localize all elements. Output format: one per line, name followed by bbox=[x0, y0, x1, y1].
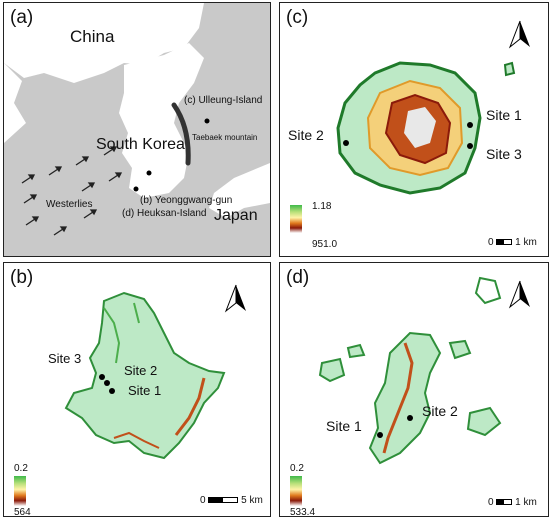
islet-east bbox=[466, 406, 502, 437]
elevation-legend: 1.18 951.0 bbox=[290, 199, 337, 250]
heuksan-marker bbox=[133, 186, 139, 192]
legend-min: 0.2 bbox=[290, 463, 304, 474]
taebaek-label: Taebaek mountain bbox=[192, 133, 258, 142]
panel-a-location-map: (a) China South Korea Japan (c) Ulleung-… bbox=[3, 2, 271, 257]
south-korea-label: South Korea bbox=[96, 136, 185, 153]
site3-label: Site 3 bbox=[48, 351, 82, 366]
westerlies-label: Westerlies bbox=[46, 199, 93, 210]
site1-label: Site 1 bbox=[326, 418, 362, 434]
panel-d-label: (d) bbox=[286, 267, 310, 288]
site1-marker bbox=[109, 388, 115, 394]
panel-b-yeonggwang-map: (b) Site 3 Site 2 Site 1 0.2 564 0 5 km bbox=[3, 262, 271, 517]
north-arrow-icon bbox=[508, 20, 530, 49]
japan-label: Japan bbox=[214, 207, 258, 224]
yeonggwang-ridge-south bbox=[113, 431, 160, 449]
korea-basemap bbox=[4, 3, 270, 236]
yeonggwang-ridge-east bbox=[174, 377, 206, 436]
yeonggwang-hills bbox=[103, 302, 140, 364]
scale-bar: 0 1 km bbox=[488, 237, 537, 248]
taebaek-mountain-line bbox=[171, 102, 191, 166]
china-landmass bbox=[4, 3, 204, 83]
legend-max: 533.4 bbox=[290, 507, 316, 517]
legend-max: 564 bbox=[14, 507, 31, 517]
north-arrow-icon bbox=[224, 284, 246, 313]
japan-landmass bbox=[209, 163, 270, 218]
scale-bar: 0 5 km bbox=[200, 495, 263, 506]
panel-b-label: (b) bbox=[10, 267, 34, 288]
legend-colorbar bbox=[290, 205, 302, 233]
wind-arrow-icon bbox=[21, 146, 123, 236]
yeonggwang-label: (b) Yeonggwang-gun bbox=[140, 195, 233, 206]
islet-northwest bbox=[346, 343, 366, 359]
china-label: China bbox=[70, 27, 115, 46]
yeonggwang-island-outline bbox=[64, 291, 226, 460]
site2-marker bbox=[343, 140, 349, 146]
panel-c-label: (c) bbox=[286, 7, 309, 28]
north-arrow-icon bbox=[508, 280, 530, 309]
yeonggwang-marker bbox=[146, 170, 152, 176]
scale-bar-graphic bbox=[208, 497, 239, 504]
ulleung-label: (c) Ulleung-Island bbox=[184, 95, 263, 106]
legend-colorbar bbox=[14, 476, 26, 506]
site2-label: Site 2 bbox=[422, 403, 458, 419]
site1-label: Site 1 bbox=[486, 107, 522, 123]
scale-bar-graphic bbox=[496, 499, 513, 506]
korea-landmass bbox=[119, 43, 204, 198]
site1-label: Site 1 bbox=[128, 383, 162, 398]
heuksan-relief bbox=[318, 276, 530, 465]
legend-colorbar bbox=[290, 476, 302, 506]
site3-label: Site 3 bbox=[486, 146, 522, 162]
small-islet bbox=[503, 61, 516, 77]
panel-c-ulleung-map: (c) Site 1 Site 2 Site 3 1.18 951.0 0 1 … bbox=[279, 2, 549, 257]
islet-topright bbox=[474, 276, 502, 305]
site2-label: Site 2 bbox=[288, 127, 324, 143]
islet-west bbox=[318, 357, 346, 383]
scale-right: 1 km bbox=[515, 237, 537, 248]
china-coast-landmass bbox=[4, 63, 26, 143]
site3-marker bbox=[467, 143, 473, 149]
site2-label: Site 2 bbox=[124, 363, 158, 378]
panel-d-heuksan-map: (d) Site 1 Site 2 0.2 533.4 0 1 km bbox=[279, 262, 549, 517]
scale-left: 0 bbox=[488, 497, 494, 508]
heuksan-label: (d) Heuksan-Island bbox=[122, 208, 207, 219]
yeonggwang-relief bbox=[64, 284, 246, 460]
scale-right: 1 km bbox=[515, 497, 537, 508]
scale-left: 0 bbox=[488, 237, 494, 248]
scale-left: 0 bbox=[200, 495, 206, 506]
site3-marker bbox=[99, 374, 105, 380]
legend-min: 1.18 bbox=[312, 201, 332, 212]
islet-northeast bbox=[448, 339, 472, 360]
ulleung-peak bbox=[404, 107, 436, 148]
heuksan-ridge bbox=[382, 342, 414, 454]
scale-bar: 0 1 km bbox=[488, 497, 537, 508]
scale-bar-graphic bbox=[496, 239, 513, 246]
scale-right: 5 km bbox=[241, 495, 263, 506]
legend-min: 0.2 bbox=[14, 463, 28, 474]
ulleung-relief bbox=[336, 20, 530, 195]
site2-marker bbox=[104, 380, 110, 386]
elevation-legend: 0.2 533.4 bbox=[290, 463, 315, 516]
site1-marker bbox=[467, 122, 473, 128]
legend-max: 951.0 bbox=[312, 239, 338, 250]
panel-a-label: (a) bbox=[10, 7, 34, 28]
elevation-legend: 0.2 564 bbox=[14, 463, 31, 516]
site1-marker bbox=[377, 432, 383, 438]
ulleung-marker bbox=[204, 118, 210, 124]
site2-marker bbox=[407, 415, 413, 421]
